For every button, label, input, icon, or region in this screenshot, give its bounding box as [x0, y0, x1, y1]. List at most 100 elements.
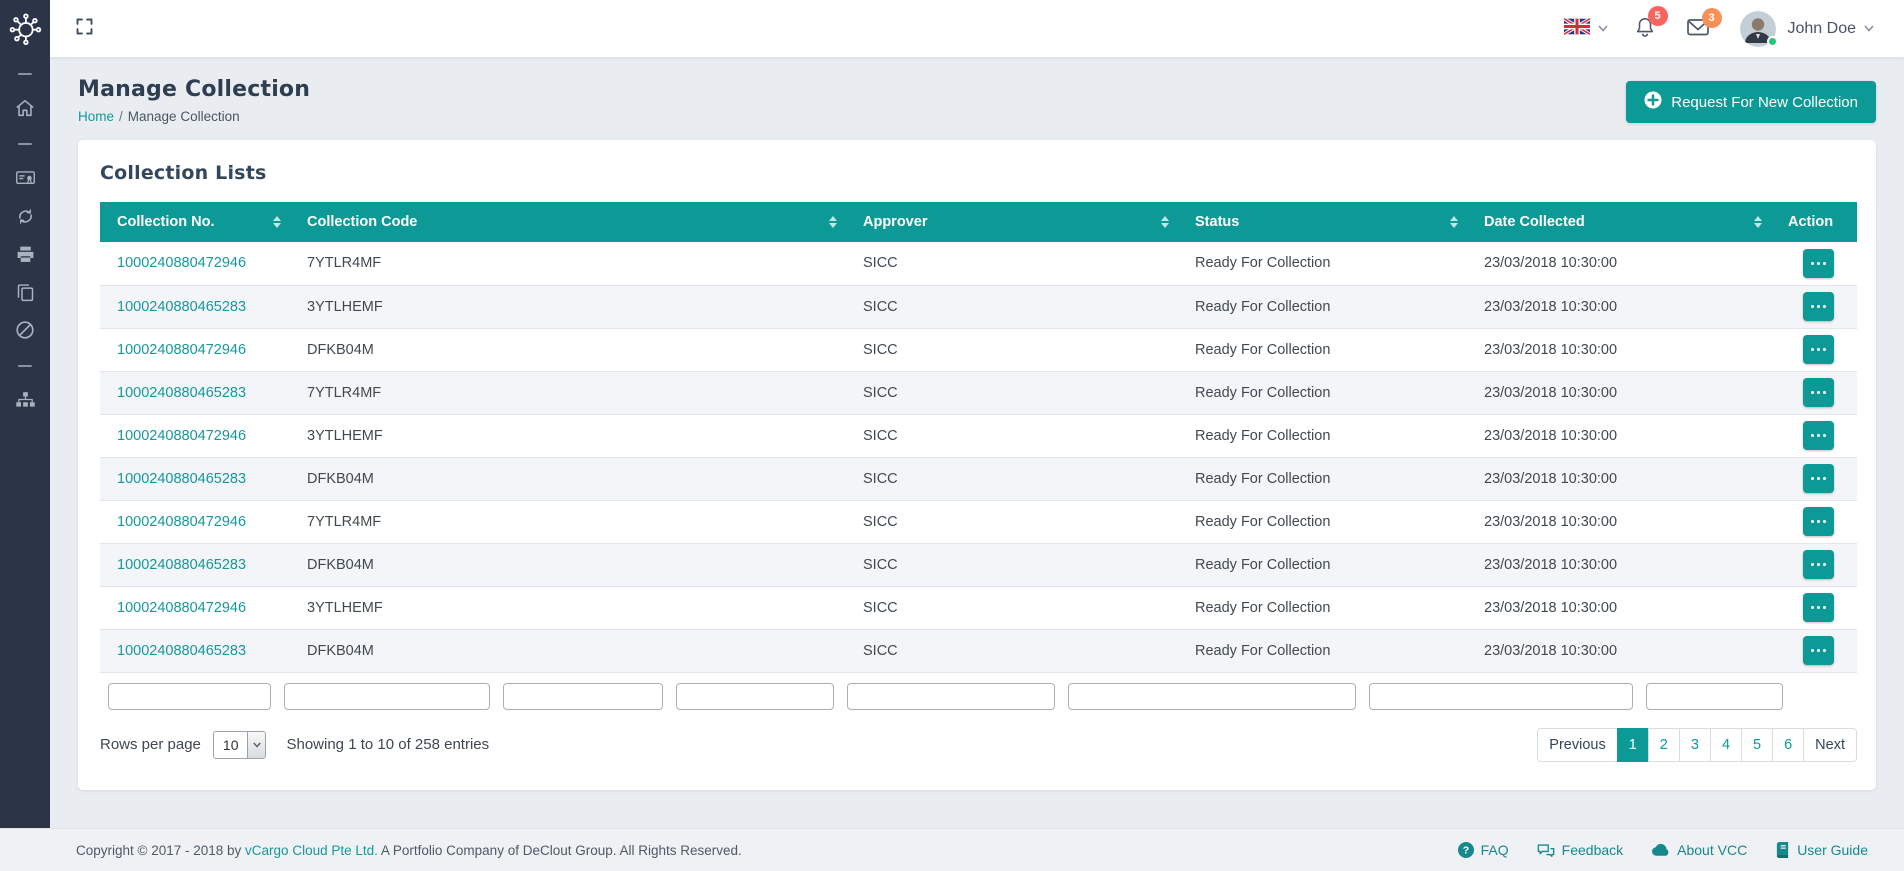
cell-approver: SICC — [846, 500, 1178, 544]
filter-input-7[interactable] — [1369, 682, 1633, 710]
fullscreen-toggle[interactable] — [74, 16, 95, 41]
collection-no-link[interactable]: 1000240880465283 — [117, 470, 247, 487]
pagination: Previous 1 2 3 4 5 6 Next — [1537, 727, 1857, 762]
cell-date-collected: 23/03/2018 10:30:00 — [1467, 285, 1771, 329]
pagination-page-2[interactable]: 2 — [1647, 727, 1680, 762]
cell-date-collected: 23/03/2018 10:30:00 — [1467, 543, 1771, 587]
collection-no-link[interactable]: 1000240880465283 — [117, 556, 247, 573]
collection-no-link[interactable]: 1000240880465283 — [117, 298, 247, 315]
sidebar-item-sitemap[interactable] — [8, 383, 42, 417]
filter-input-4[interactable] — [676, 682, 834, 710]
breadcrumb-home-link[interactable]: Home — [78, 109, 115, 124]
breadcrumb-current: Manage Collection — [127, 109, 240, 124]
copyright-text: Copyright © 2017 - 2018 by vCargo Cloud … — [76, 842, 742, 858]
sort-icon[interactable] — [829, 216, 837, 228]
sidebar-item-home[interactable] — [8, 91, 42, 125]
bell-icon — [1634, 17, 1656, 43]
sidebar — [0, 0, 50, 828]
row-action-button[interactable] — [1803, 507, 1834, 536]
filter-input-6[interactable] — [1068, 682, 1356, 710]
row-action-button[interactable] — [1803, 464, 1834, 493]
sort-icon[interactable] — [1450, 216, 1458, 228]
user-menu[interactable]: John Doe — [1787, 19, 1857, 37]
filter-input-3[interactable] — [503, 682, 663, 710]
rows-per-page-select[interactable]: 10 — [212, 730, 267, 759]
row-action-button[interactable] — [1803, 292, 1834, 321]
collection-no-link[interactable]: 1000240880472946 — [117, 255, 247, 272]
row-action-button[interactable] — [1803, 335, 1834, 364]
about-link[interactable]: About VCC — [1651, 842, 1747, 858]
app-logo[interactable] — [0, 0, 50, 57]
column-header-collection-no[interactable]: Collection No. — [100, 202, 290, 242]
request-new-collection-button[interactable]: Request For New Collection — [1626, 81, 1876, 123]
filter-input-2[interactable] — [284, 682, 490, 710]
sort-icon[interactable] — [1754, 216, 1762, 228]
ban-icon — [14, 319, 36, 341]
table-row: 1000240880465283 DFKB04M SICC Ready For Col… — [100, 457, 1857, 501]
cell-collection-code: 7YTLR4MF — [290, 500, 846, 544]
sitemap-icon — [15, 390, 36, 411]
table-row: 1000240880472946 7YTLR4MF SICC Ready For Co… — [100, 242, 1857, 286]
cell-collection-code: 3YTLHEMF — [290, 414, 846, 458]
envelope-icon — [1686, 18, 1710, 41]
home-icon — [14, 97, 36, 119]
pagination-page-4[interactable]: 4 — [1709, 727, 1743, 762]
cell-approver: SICC — [846, 543, 1178, 587]
message-count-badge: 3 — [1701, 7, 1722, 28]
cell-date-collected: 23/03/2018 10:30:00 — [1467, 242, 1771, 286]
column-header-collection-code[interactable]: Collection Code — [290, 202, 846, 242]
row-action-button[interactable] — [1803, 636, 1834, 665]
messages-button[interactable]: 3 — [1686, 7, 1722, 41]
collection-no-link[interactable]: 1000240880472946 — [117, 427, 247, 444]
row-action-button[interactable] — [1803, 550, 1834, 579]
molecule-logo-icon — [7, 8, 43, 50]
filter-input-1[interactable] — [108, 682, 271, 710]
pagination-page-3[interactable]: 3 — [1678, 727, 1711, 762]
company-link[interactable]: vCargo Cloud Pte Ltd. — [245, 842, 378, 858]
pagination-page-1[interactable]: 1 — [1616, 727, 1649, 762]
column-header-status[interactable]: Status — [1178, 202, 1467, 242]
user-avatar[interactable] — [1739, 10, 1778, 47]
sort-icon[interactable] — [1161, 216, 1169, 228]
pagination-page-6[interactable]: 6 — [1772, 727, 1805, 762]
cell-collection-code: DFKB04M — [290, 629, 846, 673]
row-action-button[interactable] — [1803, 248, 1834, 278]
plus-circle-icon — [1644, 91, 1662, 113]
sort-icon[interactable] — [273, 216, 281, 228]
sidebar-divider — [18, 143, 32, 145]
cell-approver: SICC — [846, 414, 1178, 458]
feedback-link[interactable]: Feedback — [1537, 842, 1623, 858]
card-title: Collection Lists — [100, 162, 267, 184]
collection-no-link[interactable]: 1000240880472946 — [117, 599, 247, 616]
sidebar-item-cancellation[interactable] — [8, 313, 42, 347]
collection-no-link[interactable]: 1000240880472946 — [117, 341, 247, 358]
sidebar-item-copies[interactable] — [8, 275, 42, 309]
row-action-button[interactable] — [1803, 421, 1834, 450]
sidebar-item-certificates[interactable] — [8, 161, 42, 195]
sidebar-item-renewals[interactable] — [8, 199, 42, 233]
chevron-down-icon[interactable] — [1864, 25, 1874, 32]
collection-no-link[interactable]: 1000240880465283 — [117, 384, 247, 401]
filter-input-8[interactable] — [1646, 682, 1783, 710]
book-icon — [1775, 842, 1790, 858]
language-selector[interactable] — [1562, 17, 1608, 39]
table-row: 1000240880472946 3YTLHEMF SICC Ready For Co… — [100, 586, 1857, 630]
cell-date-collected: 23/03/2018 10:30:00 — [1467, 371, 1771, 415]
column-header-date-collected[interactable]: Date Collected — [1467, 202, 1771, 242]
column-header-approver[interactable]: Approver — [846, 202, 1178, 242]
cell-collection-code: 3YTLHEMF — [290, 285, 846, 329]
row-action-button[interactable] — [1803, 378, 1834, 407]
faq-link[interactable]: ? FAQ — [1457, 842, 1509, 858]
pagination-previous[interactable]: Previous — [1537, 727, 1618, 762]
pagination-page-5[interactable]: 5 — [1741, 727, 1774, 762]
cell-date-collected: 23/03/2018 10:30:00 — [1467, 457, 1771, 501]
sidebar-item-print[interactable] — [8, 237, 42, 271]
filter-input-5[interactable] — [847, 682, 1055, 710]
collection-no-link[interactable]: 1000240880472946 — [117, 513, 247, 530]
user-guide-link[interactable]: User Guide — [1775, 842, 1868, 858]
row-action-button[interactable] — [1803, 593, 1834, 622]
collection-no-link[interactable]: 1000240880465283 — [117, 642, 247, 659]
pagination-next[interactable]: Next — [1803, 727, 1857, 762]
filter-row — [108, 682, 1854, 710]
notifications-button[interactable]: 5 — [1634, 5, 1668, 43]
